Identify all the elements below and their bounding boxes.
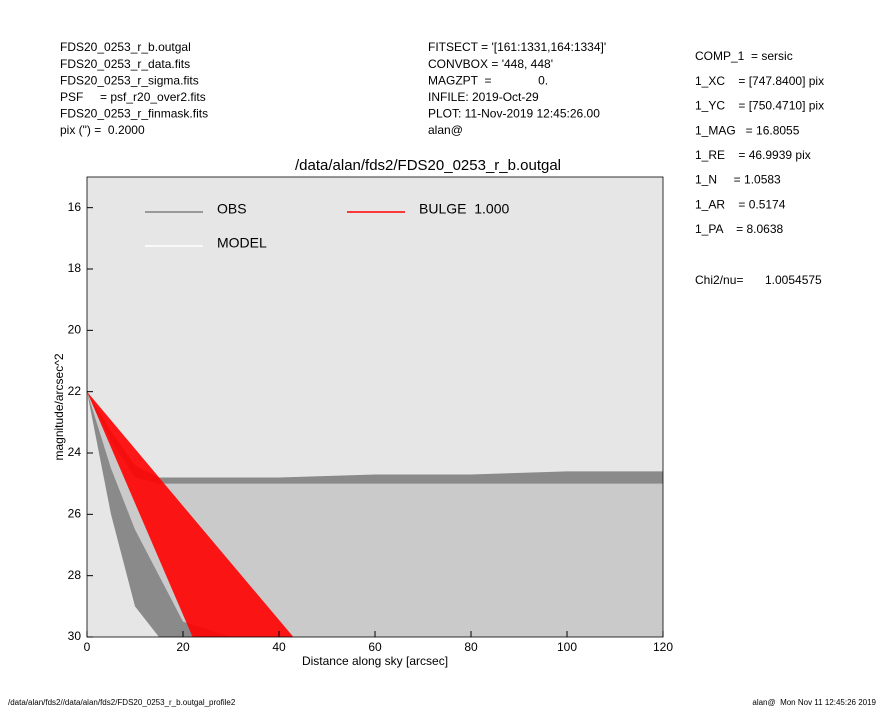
fit-parameter: 1_RE = 46.9939 pix bbox=[695, 148, 811, 162]
x-axis-label: Distance along sky [arcsec] bbox=[302, 654, 448, 668]
header-middle-line: FITSECT = '[161:1331,164:1334]' bbox=[428, 40, 606, 54]
header-left-line: FDS20_0253_r_data.fits bbox=[60, 57, 190, 71]
x-tick-label: 60 bbox=[368, 640, 382, 654]
footer-right: alan@ Mon Nov 11 12:45:26 2019 bbox=[752, 698, 876, 707]
fit-parameter: 1_XC = [747.8400] pix bbox=[695, 74, 824, 88]
x-tick-label: 120 bbox=[653, 640, 673, 654]
y-tick-label: 22 bbox=[68, 384, 82, 398]
x-tick-label: 100 bbox=[557, 640, 577, 654]
data-band bbox=[87, 391, 294, 637]
fit-parameter: 1_PA = 8.0638 bbox=[695, 222, 784, 236]
fit-parameter: 1_YC = [750.4710] pix bbox=[695, 99, 824, 113]
y-tick-label: 24 bbox=[68, 445, 82, 459]
chart-title: /data/alan/fds2/FDS20_0253_r_b.outgal bbox=[295, 157, 561, 174]
y-tick-label: 18 bbox=[68, 261, 82, 275]
fit-parameter: 1_N = 1.0583 bbox=[695, 173, 781, 187]
header-left-line: FDS20_0253_r_finmask.fits bbox=[60, 107, 208, 121]
legend-label: MODEL bbox=[217, 235, 267, 251]
x-tick-label: 40 bbox=[272, 640, 286, 654]
x-tick-label: 0 bbox=[84, 640, 91, 654]
x-tick-label: 80 bbox=[464, 640, 478, 654]
footer-left: /data/alan/fds2//data/alan/fds2/FDS20_02… bbox=[8, 698, 236, 707]
legend-label: OBS bbox=[217, 201, 247, 217]
header-middle-line: alan@ bbox=[428, 123, 463, 137]
chi-value: 1.0054575 bbox=[765, 273, 822, 287]
header-left-line: pix (") = 0.2000 bbox=[60, 123, 145, 137]
header-left-line: FDS20_0253_r_sigma.fits bbox=[60, 73, 199, 87]
header-middle-line: PLOT: 11-Nov-2019 12:45:26.00 bbox=[428, 107, 600, 121]
fit-parameter: COMP_1 = sersic bbox=[695, 49, 793, 63]
fit-parameter: 1_AR = 0.5174 bbox=[695, 197, 786, 211]
header-middle-line: INFILE: 2019-Oct-29 bbox=[428, 90, 539, 104]
y-tick-label: 20 bbox=[68, 323, 82, 337]
x-tick-label: 20 bbox=[176, 640, 190, 654]
plot-area bbox=[87, 391, 663, 637]
y-tick-label: 16 bbox=[68, 200, 82, 214]
header-middle-line: MAGZPT = 0. bbox=[428, 73, 548, 87]
header-left-line: FDS20_0253_r_b.outgal bbox=[60, 40, 191, 54]
y-axis-label: magnitude/arcsec^2 bbox=[52, 353, 66, 460]
y-tick-label: 28 bbox=[68, 568, 82, 582]
header-left-line: PSF = psf_r20_over2.fits bbox=[60, 90, 206, 104]
legend-label: BULGE 1.000 bbox=[419, 201, 509, 217]
header-middle-line: CONVBOX = '448, 448' bbox=[428, 57, 553, 71]
chi-label: Chi2/nu= bbox=[695, 273, 743, 287]
y-tick-label: 30 bbox=[68, 629, 82, 643]
fit-parameter: 1_MAG = 16.8055 bbox=[695, 123, 800, 137]
y-tick-label: 26 bbox=[68, 507, 82, 521]
